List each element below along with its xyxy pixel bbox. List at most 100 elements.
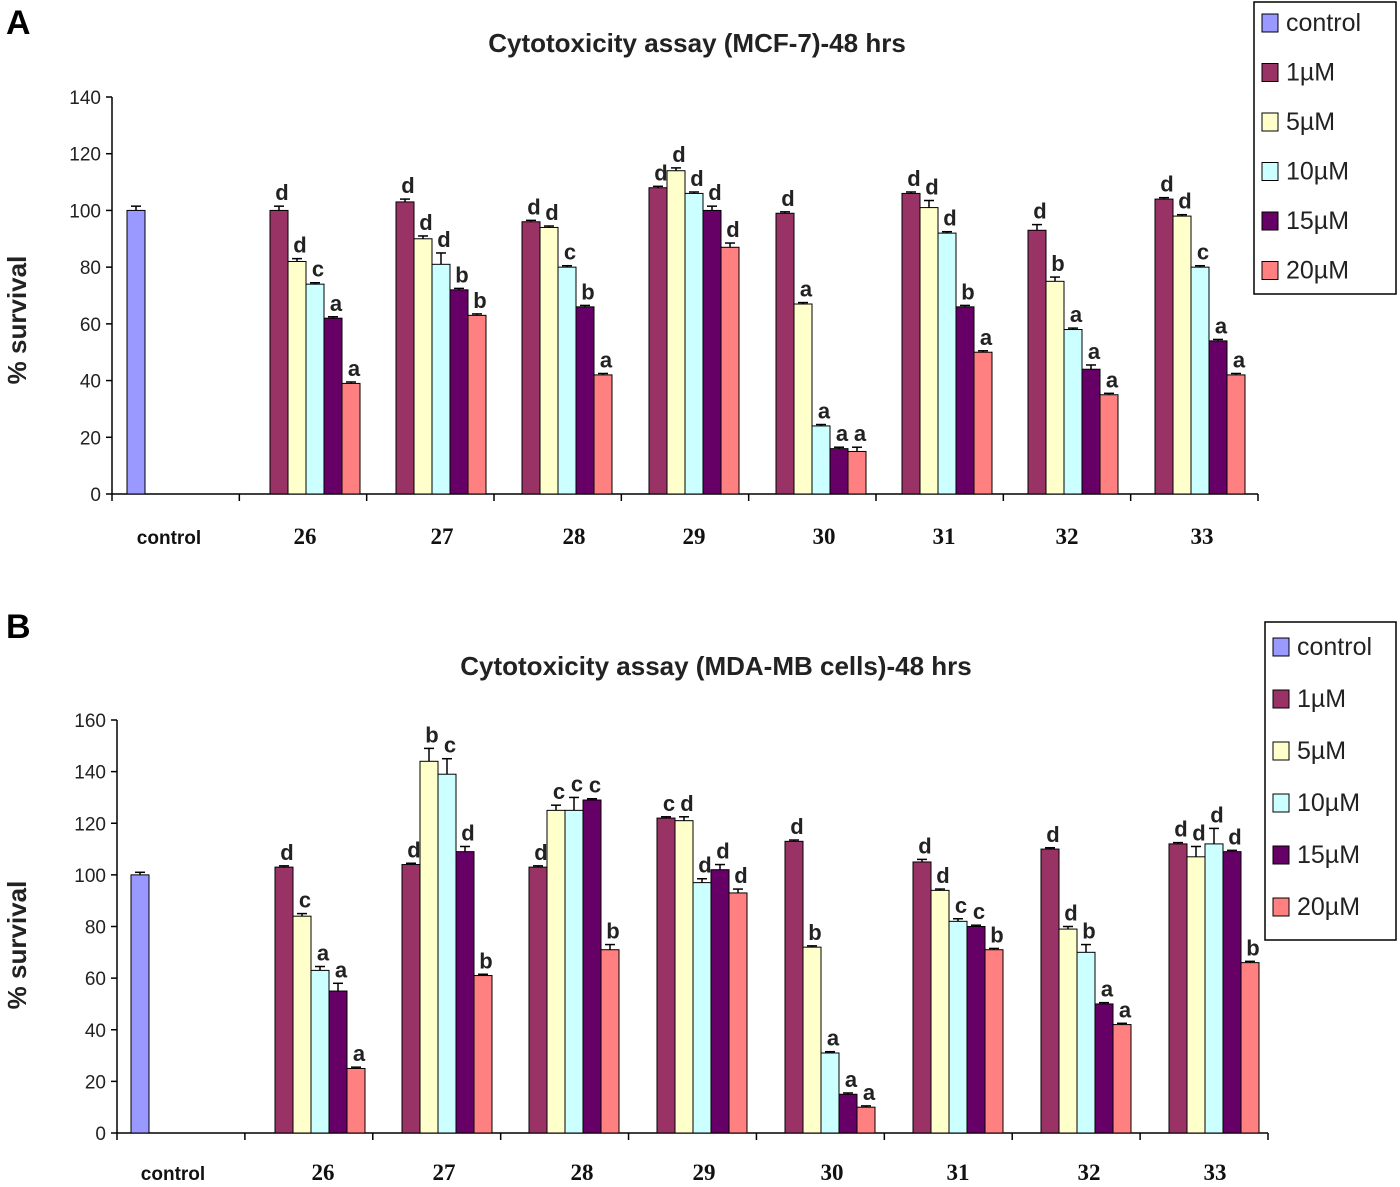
significance-label: c: [444, 733, 456, 758]
bar-26-1µM: [274, 866, 294, 1134]
significance-label: d: [293, 233, 306, 258]
y-tick-label: 100: [69, 201, 101, 222]
bar-31-10µM: [937, 232, 957, 495]
significance-label: a: [317, 941, 330, 966]
bar-27-5µM: [413, 238, 433, 495]
bar-control-control: [130, 874, 150, 1134]
significance-label: c: [663, 791, 675, 816]
bar-32-15µM: [1094, 1003, 1114, 1134]
significance-label: a: [980, 325, 993, 350]
legend-swatch: [1272, 793, 1290, 813]
legend-swatch: [1261, 211, 1279, 231]
legend-entry: 20µM: [1297, 893, 1360, 921]
significance-label: a: [348, 356, 361, 381]
y-axis-label: % survival: [2, 256, 32, 385]
bar-32-10µM: [1063, 329, 1083, 495]
bar-28-10µM: [564, 809, 584, 1134]
bar-32-1µM: [1040, 848, 1060, 1134]
panel-b: B Cytotoxicity assay (MDA-MB cells)-48 hr…: [2, 608, 1397, 1185]
bar-32-20µM: [1112, 1024, 1132, 1134]
significance-label: a: [863, 1080, 876, 1105]
x-tick-label: 31: [947, 1160, 970, 1185]
bar-33-5µM: [1186, 856, 1206, 1134]
bar-28-1µM: [521, 221, 541, 495]
bar-31-20µM: [984, 949, 1004, 1134]
significance-label: c: [299, 888, 311, 913]
significance-label: c: [955, 893, 967, 918]
legend-entry: 5µM: [1297, 737, 1346, 765]
significance-label: d: [716, 839, 729, 864]
bar-30-5µM: [793, 303, 813, 495]
significance-label: b: [425, 722, 438, 747]
significance-label: b: [606, 919, 619, 944]
bar-28-15µM: [575, 306, 595, 495]
significance-label: d: [943, 206, 956, 231]
bar-27-20µM: [473, 975, 493, 1134]
bar-30-15µM: [829, 448, 849, 495]
significance-label: a: [353, 1041, 366, 1066]
bar-28-10µM: [557, 266, 577, 495]
significance-label: b: [479, 948, 492, 973]
bar-31-5µM: [930, 889, 950, 1134]
x-tick-label: 30: [821, 1160, 844, 1185]
bar-31-5µM: [919, 207, 939, 495]
significance-label: b: [990, 922, 1003, 947]
legend-swatch: [1261, 261, 1279, 280]
x-tick-label: 27: [433, 1160, 456, 1185]
x-tick-label: 26: [294, 524, 317, 549]
significance-label: a: [330, 291, 343, 316]
legend-entry: control: [1286, 9, 1361, 37]
bar-33-20µM: [1226, 374, 1246, 495]
y-tick-label: 140: [74, 763, 106, 784]
legend-entry: 10µM: [1297, 789, 1360, 817]
significance-label: b: [1246, 935, 1259, 960]
panel-label: B: [6, 608, 31, 646]
legend: control 1µM 5µM 10µM 15µM 20µM: [1253, 1, 1397, 295]
legend-entry: control: [1297, 633, 1372, 661]
x-tick-label: control: [137, 528, 201, 549]
y-tick-label: 80: [85, 918, 106, 939]
x-tick-label: 28: [571, 1160, 594, 1185]
bar-27-15µM: [449, 289, 469, 495]
legend-entry: 20µM: [1286, 257, 1349, 285]
x-tick-label: 32: [1078, 1160, 1101, 1185]
y-tick-label: 120: [74, 814, 106, 835]
bar-28-5µM: [539, 226, 559, 495]
significance-label: d: [690, 166, 703, 191]
significance-label: d: [781, 186, 794, 211]
x-tick-label: 32: [1056, 524, 1079, 549]
bar-29-5µM: [666, 170, 686, 495]
bar-32-15µM: [1081, 368, 1101, 495]
significance-label: d: [918, 833, 931, 858]
significance-label: a: [800, 277, 813, 302]
legend-entry: 10µM: [1286, 158, 1349, 186]
significance-label: b: [1051, 251, 1064, 276]
bar-27-10µM: [431, 263, 451, 495]
significance-label: d: [1210, 802, 1223, 827]
bar-29-20µM: [720, 246, 740, 495]
x-tick-label: 29: [683, 524, 706, 549]
significance-label: a: [335, 957, 348, 982]
significance-label: d: [401, 173, 414, 198]
significance-label: d: [680, 791, 693, 816]
significance-label: d: [726, 217, 739, 242]
bar-27-1µM: [401, 864, 421, 1134]
significance-label: d: [1064, 901, 1077, 926]
bar-30-5µM: [802, 946, 822, 1134]
bar-30-15µM: [838, 1093, 858, 1134]
bar-33-5µM: [1172, 215, 1192, 495]
y-tick-label: 60: [80, 315, 101, 336]
y-tick-label: 140: [69, 88, 101, 109]
x-tick-label: 26: [312, 1160, 335, 1185]
y-tick-label: 60: [85, 969, 106, 990]
panel-label: A: [6, 4, 31, 42]
significance-label: d: [672, 142, 685, 167]
bar-30-20µM: [847, 450, 867, 495]
legend-swatch: [1272, 637, 1290, 657]
significance-label: d: [1174, 817, 1187, 842]
bar-28-20µM: [600, 949, 620, 1134]
legend-swatch: [1272, 897, 1290, 917]
x-tick-label: 29: [693, 1160, 716, 1185]
significance-label: d: [708, 180, 721, 205]
panel-a: A Cytotoxicity assay (MCF-7)-48 hrs % surv…: [2, 1, 1397, 549]
